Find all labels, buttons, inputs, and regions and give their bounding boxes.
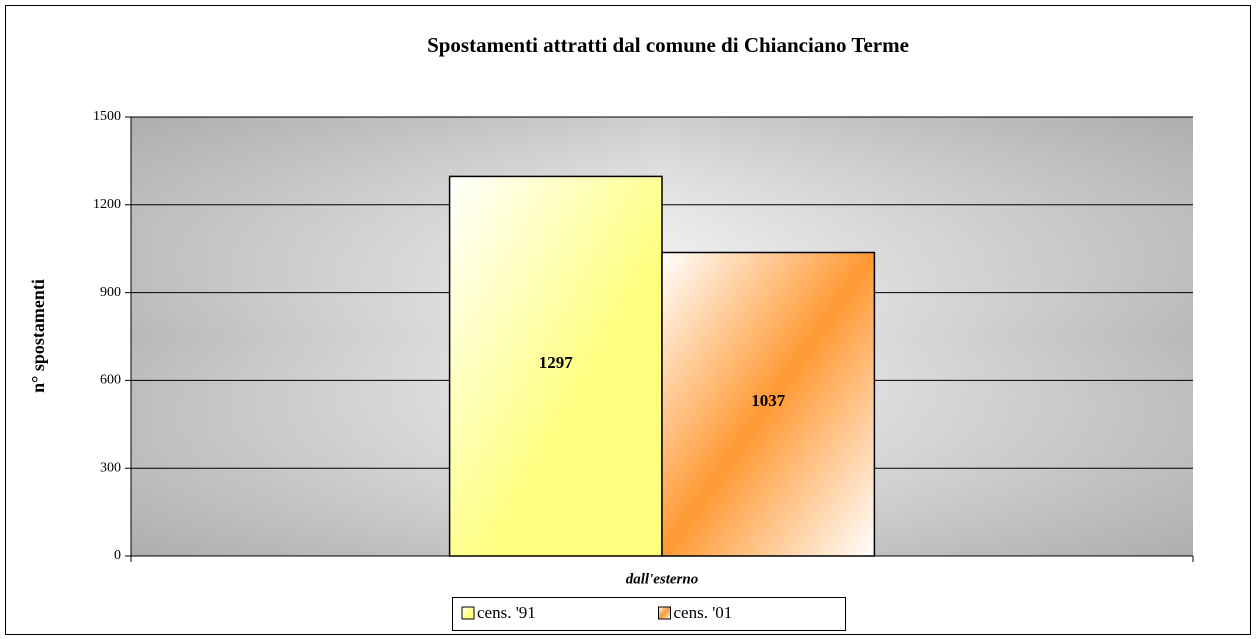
y-tick-label: 1500 bbox=[93, 109, 121, 124]
y-tick-label: 600 bbox=[100, 373, 121, 388]
legend-swatch bbox=[658, 606, 671, 620]
y-tick-label: 300 bbox=[100, 460, 121, 475]
legend-swatch bbox=[461, 606, 475, 620]
y-axis-label: n° spostamenti bbox=[28, 279, 48, 393]
bar bbox=[448, 175, 663, 557]
bar bbox=[661, 251, 876, 557]
data-label: 1297 bbox=[539, 353, 574, 372]
chart-title: Spostamenti attratti dal comune di Chian… bbox=[427, 33, 909, 57]
legend-label: cens. '01 bbox=[674, 603, 733, 622]
x-tick-label: dall'esterno bbox=[626, 571, 699, 587]
y-tick-label: 900 bbox=[100, 285, 121, 300]
legend-label: cens. '91 bbox=[477, 603, 536, 622]
data-label: 1037 bbox=[751, 391, 786, 410]
legend-box bbox=[452, 597, 846, 631]
y-tick-label: 1200 bbox=[93, 197, 121, 212]
y-tick-label: 0 bbox=[114, 548, 121, 563]
